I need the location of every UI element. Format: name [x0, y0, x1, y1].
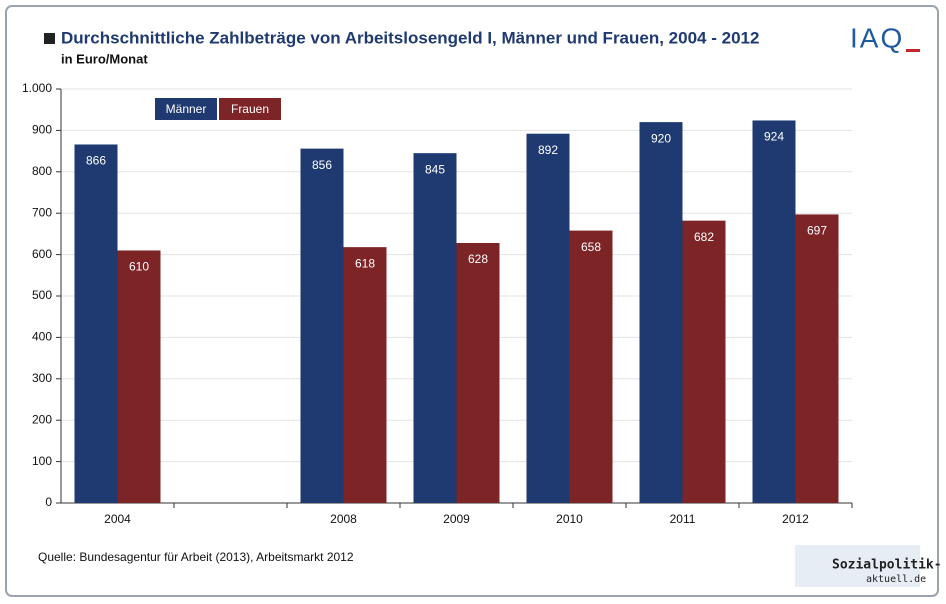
bar [795, 214, 839, 503]
y-tick-label: 1.000 [22, 81, 52, 95]
chart-subtitle: in Euro/Monat [61, 51, 148, 66]
legend-label: Männer [166, 102, 207, 116]
bar [682, 220, 726, 504]
logo: IAQ [850, 22, 904, 53]
bar [456, 243, 500, 503]
data-label: 924 [764, 130, 784, 144]
x-tick-label: 2012 [782, 512, 809, 526]
watermark: aktuell.de [866, 574, 926, 585]
x-tick-label: 2009 [443, 512, 470, 526]
bar [117, 250, 161, 503]
legend-label: Frauen [231, 102, 269, 116]
bar [526, 133, 570, 503]
bar [752, 120, 796, 504]
y-tick-label: 0 [45, 495, 52, 509]
y-tick-label: 600 [32, 247, 52, 261]
y-tick-label: 300 [32, 371, 52, 385]
data-label: 920 [651, 131, 671, 145]
y-tick-label: 100 [32, 454, 52, 468]
data-label: 697 [807, 224, 827, 238]
bar [413, 153, 457, 504]
data-label: 866 [86, 154, 106, 168]
title-marker [44, 33, 55, 44]
y-tick-label: 700 [32, 205, 52, 219]
logo-accent [906, 49, 920, 52]
bar [343, 247, 387, 503]
watermark: Sozialpolitik- [832, 558, 942, 573]
y-tick-label: 900 [32, 123, 52, 137]
bar [569, 230, 613, 503]
bar [639, 122, 683, 504]
data-label: 610 [129, 260, 149, 274]
y-tick-label: 500 [32, 288, 52, 302]
data-label: 658 [581, 240, 601, 254]
chart-title: Durchschnittliche Zahlbeträge von Arbeit… [61, 28, 759, 47]
watermark-bg [795, 545, 920, 587]
legend-swatch [155, 98, 217, 120]
x-tick-label: 2011 [670, 512, 696, 526]
source: Quelle: Bundesagentur für Arbeit (2013),… [38, 550, 354, 564]
bar [74, 144, 118, 503]
legend-swatch [219, 98, 281, 120]
y-tick-label: 800 [32, 164, 52, 178]
x-tick-label: 2008 [330, 512, 357, 526]
data-label: 682 [694, 230, 714, 244]
x-tick-label: 2004 [104, 512, 131, 526]
data-label: 845 [425, 162, 445, 176]
data-label: 892 [538, 143, 558, 157]
data-label: 856 [312, 158, 332, 172]
data-label: 628 [468, 252, 488, 266]
x-tick-label: 2010 [556, 512, 583, 526]
bar [300, 148, 344, 503]
data-label: 618 [355, 256, 375, 270]
y-tick-label: 200 [32, 412, 52, 426]
y-tick-label: 400 [32, 330, 52, 344]
